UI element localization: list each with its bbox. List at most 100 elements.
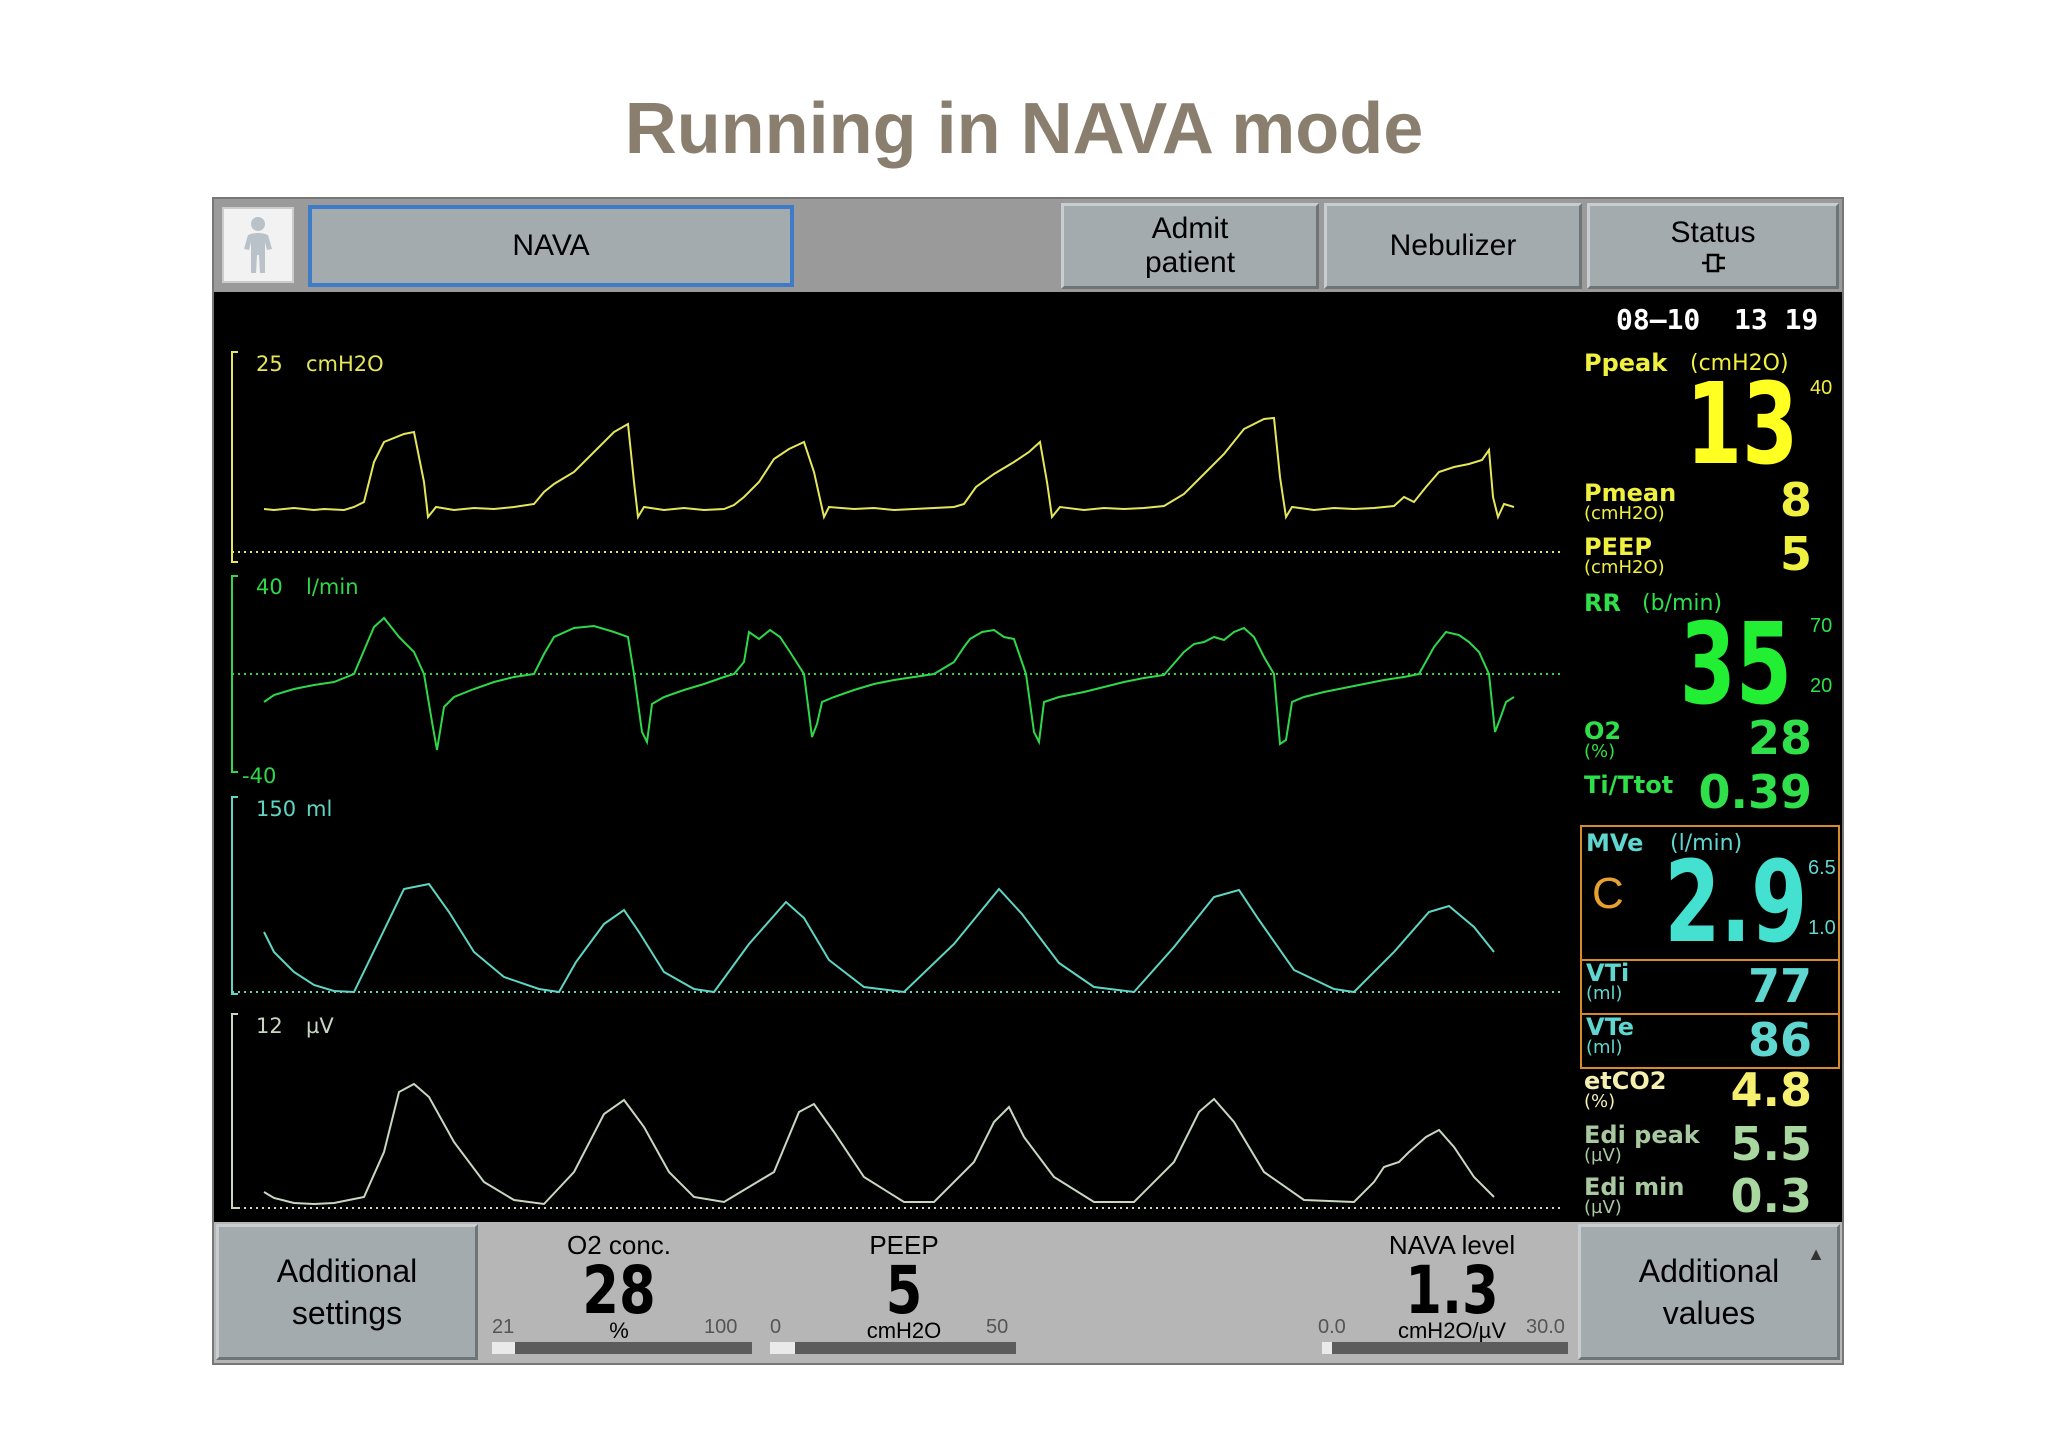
vte-label: VTe <box>1586 1013 1635 1041</box>
volume-waveform <box>263 882 1495 994</box>
o2-value: 28 <box>1747 711 1812 765</box>
rr-value: 35 <box>1679 600 1792 730</box>
waveform-area <box>231 351 1564 1209</box>
vte-box <box>1580 1013 1840 1069</box>
edi-min-label: Edi min <box>1584 1173 1685 1201</box>
volume-unit: ml <box>306 797 333 821</box>
o2-conc-min: 21 <box>492 1316 515 1338</box>
edi-peak-unit: (µV) <box>1584 1145 1622 1166</box>
vti-value: 77 <box>1747 959 1812 1013</box>
edi-scale-top: 12 <box>256 1014 283 1038</box>
rr-unit: (b/min) <box>1642 591 1723 616</box>
pressure-axis <box>231 351 238 563</box>
vte-value: 86 <box>1747 1013 1812 1067</box>
o2-conc-slider-fill <box>492 1342 516 1354</box>
nava-level-label: NAVA level <box>1388 1230 1516 1260</box>
ppeak-unit: (cmH2O) <box>1690 351 1789 376</box>
mve-label: MVe <box>1586 829 1644 857</box>
additional-values-line1: Additional <box>1638 1253 1780 1289</box>
volume-scale-top: 150 <box>256 797 297 821</box>
flow-scale-bottom: -40 <box>242 764 277 788</box>
edi-waveform <box>263 1082 1495 1206</box>
edi-peak-label: Edi peak <box>1584 1121 1700 1149</box>
edi-unit: µV <box>306 1014 334 1038</box>
status-label: Status <box>1670 216 1756 249</box>
patient-figure-icon[interactable] <box>222 207 294 283</box>
edi-axis <box>231 1013 238 1209</box>
mode-label: NAVA <box>512 229 590 262</box>
nava-level-slider[interactable] <box>1322 1342 1568 1354</box>
mve-indicator: C <box>1592 869 1624 918</box>
rr-alarm-low: 20 <box>1810 675 1833 697</box>
peep-setting-max: 50 <box>986 1316 1009 1338</box>
pressure-scale-top: 25 <box>256 352 283 376</box>
additional-values-button[interactable]: Additional values ▲ <box>1578 1224 1840 1360</box>
ppeak-label: Ppeak <box>1584 349 1668 377</box>
date-display: 08–10 <box>1616 303 1701 336</box>
etco2-unit: (%) <box>1584 1091 1616 1112</box>
mode-button[interactable]: NAVA <box>308 205 794 287</box>
top-bar: NAVA Admit patient Nebulizer Status <box>214 199 1842 292</box>
nava-level-value: 1.3 <box>1405 1252 1499 1329</box>
peep-setting-label: PEEP <box>869 1230 939 1260</box>
edi-min-value: 0.3 <box>1730 1169 1813 1223</box>
nava-level-max: 30.0 <box>1526 1316 1565 1338</box>
mve-alarm-low: 1.0 <box>1808 917 1836 939</box>
peep-setting-slider[interactable] <box>770 1342 1016 1354</box>
additional-values-line2: values <box>1662 1295 1756 1331</box>
o2-conc-label: O2 conc. <box>566 1230 672 1260</box>
additional-settings-line1: Additional <box>276 1253 418 1289</box>
flow-waveform <box>263 616 1515 751</box>
additional-settings-line2: settings <box>291 1295 403 1331</box>
volume-axis <box>231 796 238 995</box>
flow-scale-top: 40 <box>256 575 283 599</box>
peep-setting-value: 5 <box>885 1252 923 1329</box>
pmean-unit: (cmH2O) <box>1584 503 1665 524</box>
o2-conc-unit: % <box>609 1318 629 1343</box>
status-button[interactable]: Status <box>1587 203 1839 289</box>
ti-ttot-label: Ti/Ttot <box>1584 771 1674 799</box>
additional-settings-button[interactable]: Additional settings <box>216 1224 478 1360</box>
admit-patient-label: Admit patient <box>1145 212 1235 280</box>
o2-conc-max: 100 <box>704 1316 738 1338</box>
o2-conc-slider[interactable] <box>492 1342 752 1354</box>
ventilator-screen: NAVA Admit patient Nebulizer Status <box>212 197 1844 1365</box>
nebulizer-button[interactable]: Nebulizer <box>1324 203 1582 289</box>
vti-unit: (ml) <box>1586 983 1623 1004</box>
flow-unit: l/min <box>306 575 359 599</box>
ti-ttot-value: 0.39 <box>1698 765 1813 819</box>
peep-setting-unit: cmH2O <box>866 1318 942 1343</box>
pressure-unit: cmH2O <box>306 352 384 376</box>
mve-value: 2.9 <box>1664 838 1808 968</box>
vti-label: VTi <box>1586 959 1630 987</box>
ppeak-alarm-high: 40 <box>1810 377 1833 399</box>
etco2-label: etCO2 <box>1584 1067 1667 1095</box>
mve-alarm-high: 6.5 <box>1808 857 1836 879</box>
bottom-bar: Additional settings Additional values ▲ … <box>214 1222 1842 1363</box>
nava-level-slider-fill <box>1322 1342 1332 1354</box>
edi-peak-value: 5.5 <box>1730 1117 1813 1171</box>
peep-setting-min: 0 <box>770 1316 782 1338</box>
pmean-value: 8 <box>1779 473 1812 527</box>
additional-values-label: Additional values <box>1639 1250 1780 1334</box>
slide-title: Running in NAVA mode <box>624 89 1424 169</box>
peep-unit: (cmH2O) <box>1584 557 1665 578</box>
nebulizer-label: Nebulizer <box>1389 229 1517 262</box>
nava-level-min: 0.0 <box>1318 1316 1346 1338</box>
time-display: 13 19 <box>1734 303 1819 336</box>
pmean-label: Pmean <box>1584 479 1677 507</box>
pressure-waveform <box>263 416 1515 521</box>
peep-value: 5 <box>1779 527 1812 581</box>
admit-line1: Admit <box>1151 212 1229 245</box>
ppeak-value: 13 <box>1686 360 1799 490</box>
nava-level-unit: cmH2O/µV <box>1397 1318 1507 1343</box>
admit-line2: patient <box>1144 246 1236 279</box>
rr-alarm-high: 70 <box>1810 615 1833 637</box>
vte-unit: (ml) <box>1586 1037 1623 1058</box>
o2-unit: (%) <box>1584 741 1616 762</box>
power-plug-icon <box>1702 253 1725 273</box>
edi-min-unit: (µV) <box>1584 1197 1622 1218</box>
admit-patient-button[interactable]: Admit patient <box>1061 203 1319 289</box>
rr-label: RR <box>1584 589 1621 617</box>
peep-setting-slider-fill <box>770 1342 795 1354</box>
